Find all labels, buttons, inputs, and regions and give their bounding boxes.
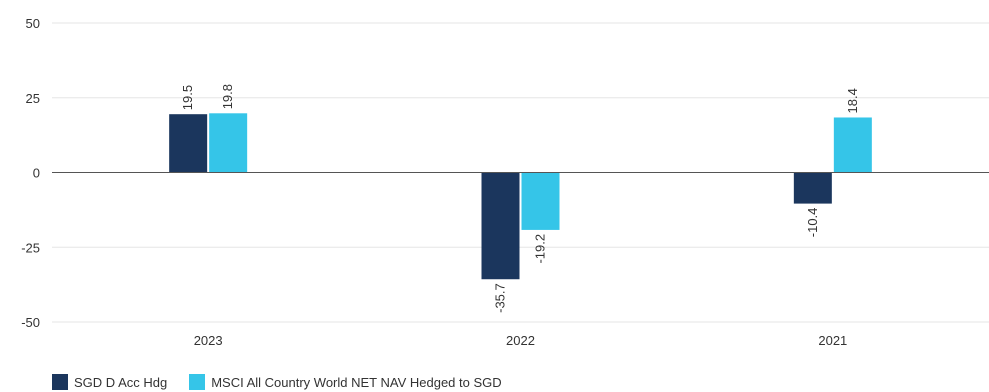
y-axis-tick-labels: 50 25 0 -25 -50: [21, 16, 40, 330]
x-axis-tick-labels: 2023 2022 2021: [194, 333, 848, 348]
data-label: 19.5: [180, 85, 195, 110]
legend-swatch-series-1: [52, 374, 68, 390]
legend-label-series-2: MSCI All Country World NET NAV Hedged to…: [211, 374, 502, 390]
grid-lines: [52, 22, 989, 323]
bar-series-2-2022: [521, 172, 560, 230]
y-tick-label: -50: [21, 315, 40, 330]
x-tick-label: 2021: [818, 333, 847, 348]
x-tick-label: 2023: [194, 333, 223, 348]
data-label: -10.4: [805, 208, 820, 238]
bar-series-1-2023: [169, 114, 208, 173]
y-tick-label: 0: [33, 166, 40, 181]
bars: [169, 113, 872, 280]
data-labels: 19.5 19.8 -35.7 -19.2 -10.4 18.4: [180, 84, 860, 313]
bar-series-2-2021: [833, 117, 872, 173]
y-tick-label: 25: [26, 91, 40, 106]
legend-swatch-series-2: [189, 374, 206, 390]
x-tick-label: 2022: [506, 333, 535, 348]
legend-item-series-1: SGD D Acc Hdg: [52, 374, 167, 390]
legend: SGD D Acc Hdg MSCI All Country World NET…: [52, 374, 502, 390]
legend-item-series-2: MSCI All Country World NET NAV Hedged to…: [189, 374, 502, 390]
data-label: -35.7: [493, 283, 508, 313]
y-tick-label: 50: [26, 16, 40, 31]
bar-series-1-2021: [793, 172, 832, 204]
y-tick-label: -25: [21, 240, 40, 255]
data-label: 19.8: [220, 84, 235, 109]
data-label: -19.2: [533, 234, 548, 264]
bar-series-1-2022: [481, 172, 520, 280]
legend-label-series-1: SGD D Acc Hdg: [74, 374, 168, 390]
data-label: 18.4: [845, 88, 860, 113]
bar-series-2-2023: [209, 113, 248, 173]
